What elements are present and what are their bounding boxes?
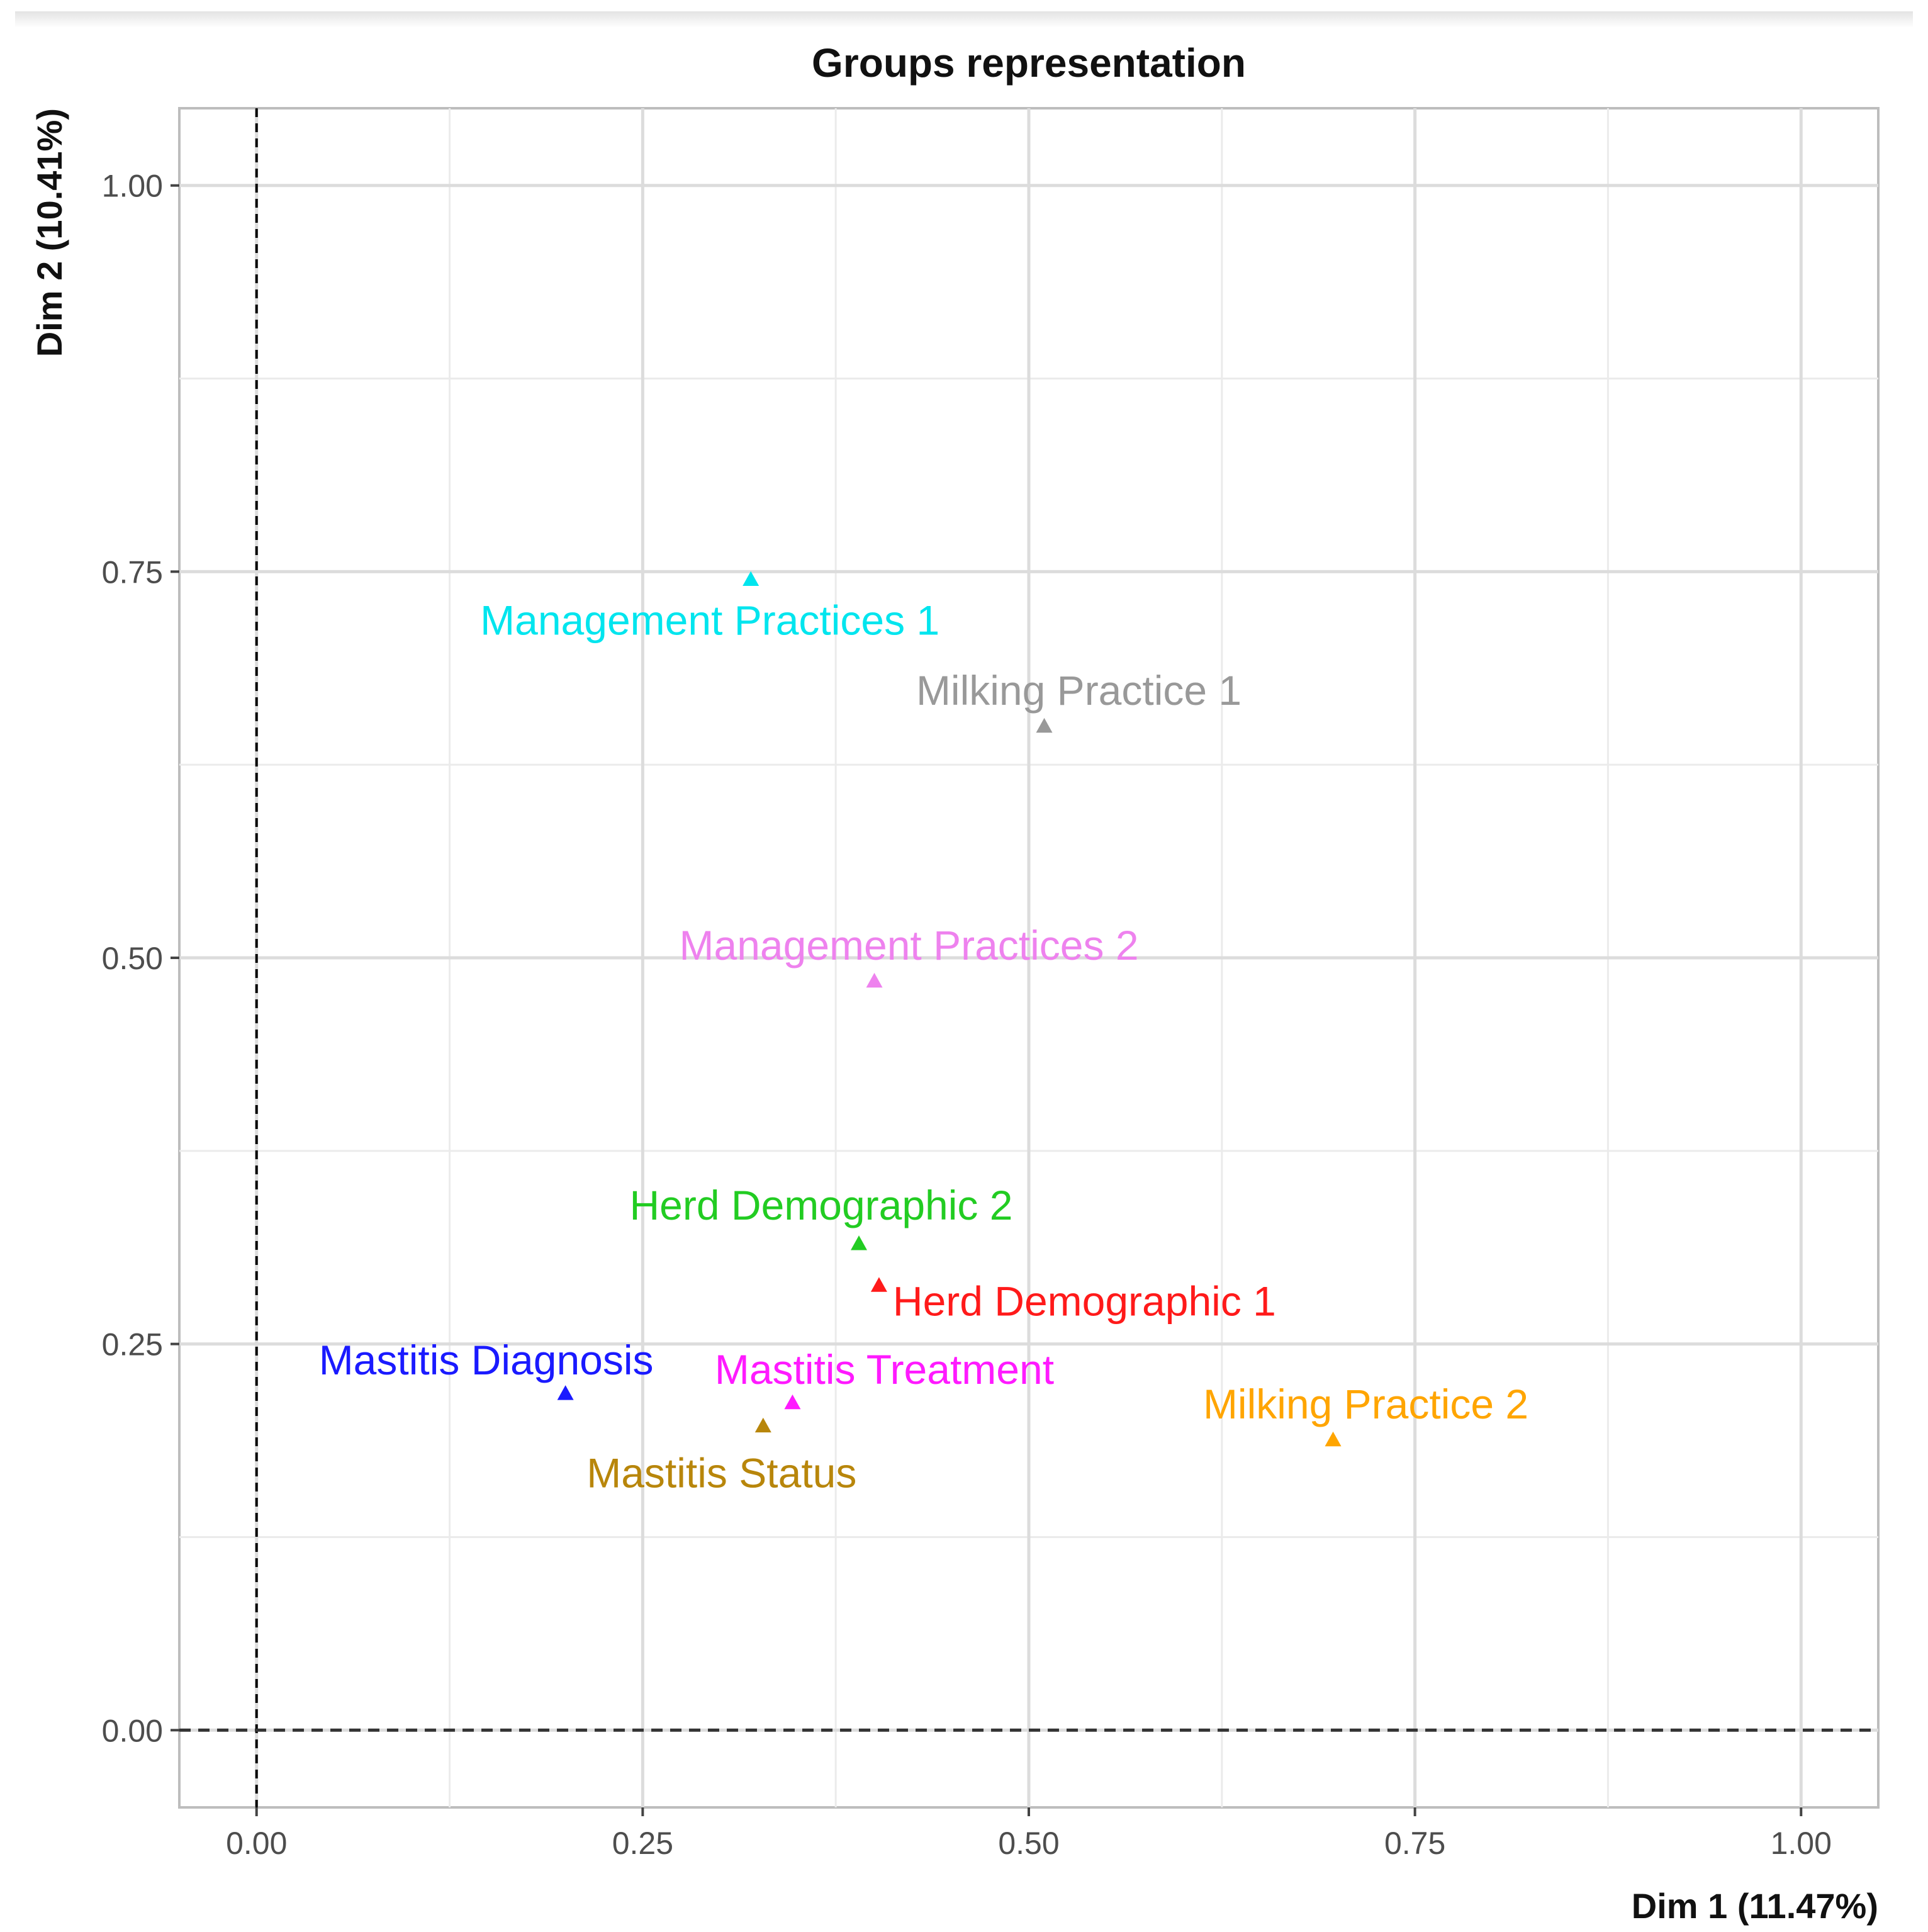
data-point-label: Milking Practice 2	[1203, 1381, 1528, 1427]
x-tick-label: 0.00	[226, 1826, 287, 1861]
x-tick-label: 0.75	[1384, 1826, 1445, 1861]
data-point-marker	[1036, 717, 1053, 733]
y-axis-title: Dim 2 (10.41%)	[30, 108, 69, 357]
data-point-label: Management Practices 1	[480, 597, 939, 644]
figure-top-edge	[15, 11, 1913, 28]
y-tick-label: 0.25	[102, 1327, 163, 1362]
grid-lines	[179, 108, 1878, 1807]
data-point-label: Milking Practice 1	[916, 667, 1241, 714]
x-tick-label: 1.00	[1771, 1826, 1832, 1861]
data-point-marker	[1325, 1431, 1342, 1447]
data-point-marker	[866, 972, 883, 988]
data-point-label: Herd Demographic 1	[893, 1278, 1276, 1324]
y-tick-label: 0.00	[102, 1713, 163, 1748]
x-tick-label: 0.25	[612, 1826, 673, 1861]
x-axis-title: Dim 1 (11.47%)	[1632, 1886, 1878, 1926]
y-tick-label: 0.50	[102, 941, 163, 976]
point-labels: Management Practices 1 Milking Practice 1…	[319, 597, 1528, 1497]
data-point-label: Mastitis Diagnosis	[319, 1337, 654, 1383]
data-points	[557, 571, 1342, 1447]
data-point-marker	[784, 1394, 801, 1410]
y-tick-label: 0.75	[102, 554, 163, 590]
axis-ticks: 0.00 0.25 0.50 0.75 1.00 0.00 0.25 0.50 0.75 1.00	[102, 169, 1832, 1861]
chart-title: Groups representation	[812, 40, 1246, 86]
data-point-label: Mastitis Status	[586, 1450, 856, 1497]
data-point-label: Mastitis Treatment	[715, 1346, 1054, 1393]
y-tick-label: 1.00	[102, 169, 163, 204]
data-point-marker	[851, 1235, 867, 1250]
data-point-marker	[557, 1385, 574, 1400]
x-tick-label: 0.50	[998, 1826, 1059, 1861]
data-point-label: Herd Demographic 2	[630, 1182, 1013, 1228]
data-point-marker	[870, 1277, 887, 1292]
data-point-marker	[743, 571, 759, 587]
data-point-label: Management Practices 2	[680, 922, 1139, 969]
reference-lines	[179, 108, 1878, 1807]
data-point-marker	[754, 1417, 771, 1433]
